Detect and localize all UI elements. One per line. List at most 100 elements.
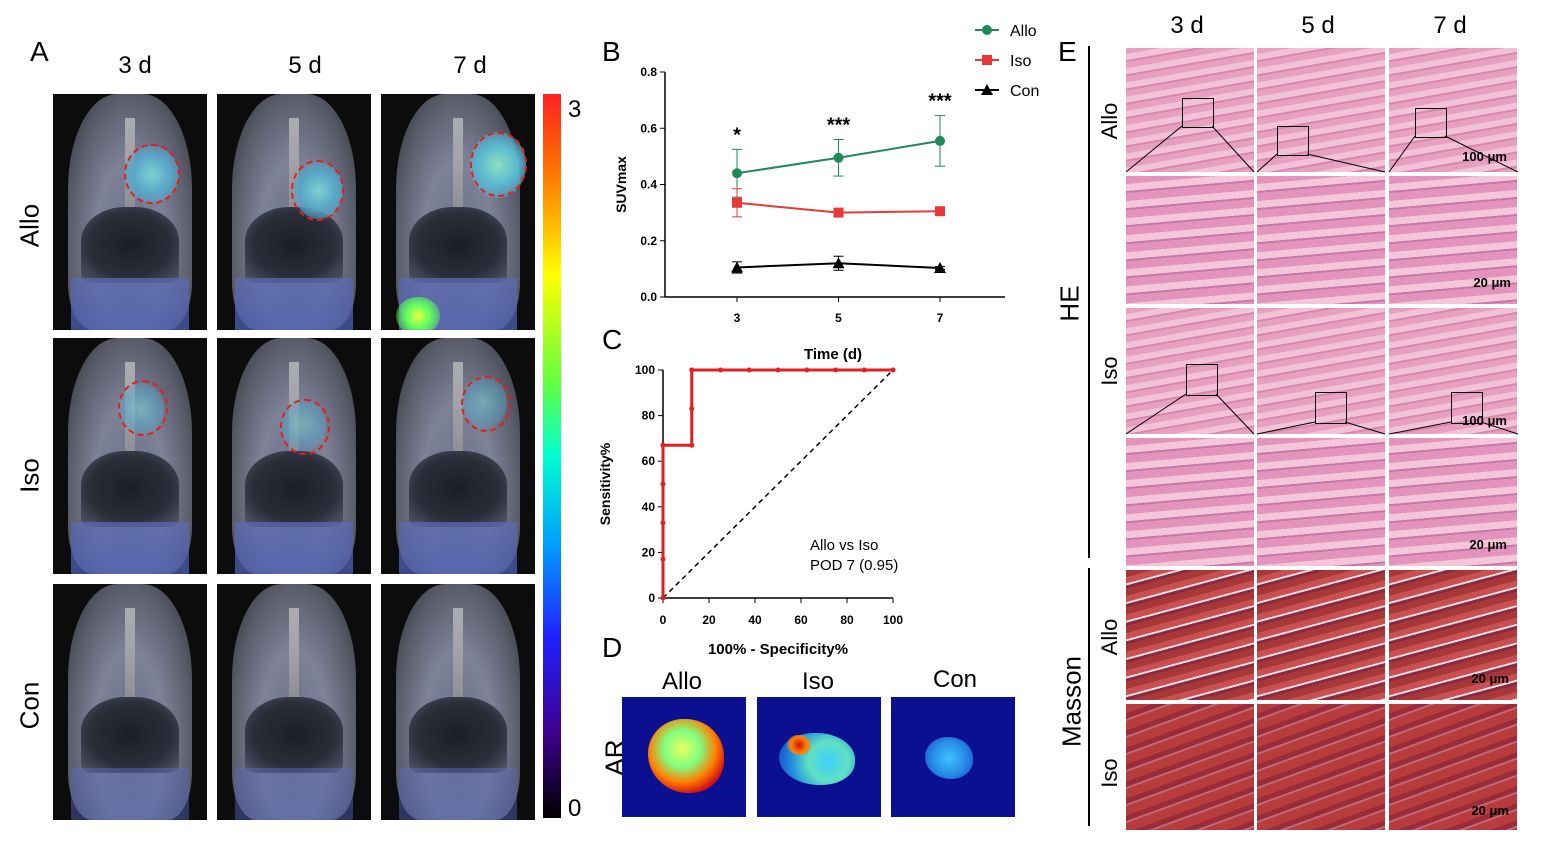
panel-a-col-3d: 3 d — [118, 52, 152, 79]
legend-label-con: Con — [1010, 83, 1039, 100]
he-bracket — [1088, 46, 1090, 558]
pet-ct-iso-7d — [381, 338, 535, 574]
masson-iso-5d — [1257, 704, 1385, 830]
colorbar-min: 0 — [568, 795, 582, 822]
pet-ct-iso-3d — [53, 338, 207, 574]
panel-d-col-iso: Iso — [801, 668, 834, 695]
x-tick-label: 3 — [734, 311, 741, 325]
roc-point — [689, 406, 695, 412]
roc-annotation-line1: Allo vs Iso — [810, 537, 878, 554]
panel-e-row-iso-masson: Iso — [1097, 758, 1122, 788]
suvmax-chart: 0.0 0.2 0.4 0.6 0.8 3 5 7 SUVmax Time (d) Allo Iso C… — [613, 23, 1039, 363]
y-tick-label: 100 — [635, 363, 655, 377]
legend-marker — [982, 55, 992, 65]
x-tick-label: 40 — [748, 613, 762, 627]
roc-point — [660, 442, 666, 448]
he-iso-3d-high — [1126, 438, 1254, 566]
pet-ct-con-3d — [53, 584, 207, 820]
point-con — [934, 262, 946, 274]
y-axis-title: SUVmax — [613, 156, 629, 213]
point-iso — [935, 206, 945, 217]
significance-marker: * — [733, 124, 741, 146]
he-iso-5d-high — [1257, 438, 1385, 566]
zoom-connectors — [1126, 125, 1518, 435]
colorbar-max: 3 — [568, 96, 582, 123]
panel-label-b: B — [602, 36, 621, 67]
roc-point — [804, 367, 810, 373]
legend-marker — [981, 84, 993, 95]
scale-100-allo: 100 μm — [1462, 149, 1507, 164]
panel-a-col-5d: 5 d — [288, 52, 322, 79]
x-axis-title: 100% - Specificity% — [708, 641, 848, 658]
roc-point — [718, 367, 723, 373]
y-tick-label: 0.8 — [640, 65, 657, 79]
y-tick-label: 0.2 — [640, 234, 657, 248]
he-allo-5d-low — [1257, 48, 1385, 172]
x-tick-label: 7 — [937, 311, 944, 325]
he-allo-7d-low: 100 μm — [1389, 48, 1517, 172]
legend-label-iso: Iso — [1010, 53, 1031, 70]
panel-e-col-3d: 3 d — [1170, 12, 1204, 39]
roc-chart: 0 20 40 60 80 100 0 20 40 60 80 100 Sensitivity% 100%… — [597, 363, 903, 658]
scale-20-masson-allo: 20 μm — [1471, 671, 1509, 686]
panel-label-d: D — [602, 632, 623, 663]
roc-point — [775, 367, 781, 373]
pet-ct-con-7d — [381, 584, 535, 820]
point-con — [731, 261, 743, 273]
he-allo-3d-low — [1126, 48, 1254, 172]
pet-ct-allo-5d — [217, 94, 371, 330]
y-tick-label: 60 — [642, 454, 656, 468]
panel-e-row-allo-he: Allo — [1097, 102, 1122, 140]
roc-annotation-line2: POD 7 (0.95) — [810, 557, 898, 574]
he-allo-5d-high — [1257, 176, 1385, 304]
point-iso — [732, 197, 742, 208]
y-tick-label: 40 — [642, 500, 656, 514]
roc-point — [689, 367, 695, 373]
legend-label-allo: Allo — [1010, 23, 1037, 40]
panel-a-row-iso: Iso — [14, 458, 45, 493]
x-tick-label: 0 — [660, 613, 667, 627]
y-tick-label: 80 — [642, 409, 656, 423]
masson-label: Masson — [1056, 655, 1087, 748]
scale-20-allo: 20 μm — [1473, 275, 1511, 290]
masson-bracket — [1088, 568, 1090, 826]
roc-point — [660, 595, 666, 601]
roc-point — [660, 520, 666, 526]
autoradiograph-iso — [757, 697, 881, 817]
y-tick-label: 0.4 — [640, 178, 657, 192]
point-allo — [935, 135, 945, 146]
autoradiograph-con — [891, 697, 1015, 817]
x-tick-label: 5 — [835, 311, 842, 325]
pet-ct-con-5d — [217, 584, 371, 820]
masson-allo-7d: 20 μm — [1389, 570, 1517, 700]
masson-allo-5d — [1257, 570, 1385, 700]
scale-20-masson-iso: 20 μm — [1471, 803, 1509, 818]
significance-marker: *** — [928, 91, 952, 113]
roc-point — [660, 556, 666, 562]
panel-a-row-con: Con — [14, 681, 45, 730]
panel-e-col-7d: 7 d — [1433, 12, 1467, 39]
roc-point — [833, 367, 838, 373]
roc-point — [689, 442, 695, 448]
he-iso-5d-low — [1257, 308, 1385, 434]
panel-e-col-5d: 5 d — [1301, 12, 1335, 39]
colorbar — [543, 94, 561, 818]
scale-100-iso: 100 μm — [1462, 413, 1507, 428]
legend-marker — [982, 25, 992, 35]
roc-point — [660, 481, 666, 487]
point-allo — [833, 152, 844, 163]
he-allo-7d-high: 20 μm — [1389, 176, 1517, 304]
masson-iso-7d: 20 μm — [1389, 704, 1517, 830]
roc-point — [746, 367, 752, 373]
panel-e-row-iso-he: Iso — [1097, 356, 1122, 386]
he-iso-7d-high: 20 μm — [1389, 438, 1517, 566]
he-label: HE — [1054, 285, 1085, 322]
he-allo-3d-high — [1126, 176, 1254, 304]
he-iso-3d-low — [1126, 308, 1254, 434]
y-tick-label: 0.0 — [640, 290, 657, 304]
x-tick-label: 100 — [883, 613, 903, 627]
significance-marker: *** — [827, 115, 851, 137]
autoradiograph-allo — [622, 697, 746, 817]
y-tick-label: 0 — [648, 591, 655, 605]
panel-a-row-allo: Allo — [14, 203, 45, 248]
